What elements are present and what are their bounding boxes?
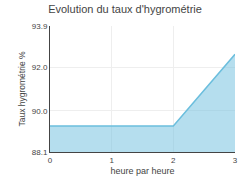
- svg-text:3: 3: [233, 156, 238, 165]
- svg-text:Taux hygrométrie %: Taux hygrométrie %: [17, 51, 27, 127]
- svg-text:heure par heure: heure par heure: [110, 166, 174, 176]
- svg-text:0: 0: [48, 156, 53, 165]
- svg-text:90.0: 90.0: [32, 107, 48, 116]
- svg-text:92.0: 92.0: [32, 63, 48, 72]
- svg-text:93.9: 93.9: [32, 22, 48, 31]
- svg-text:1: 1: [109, 156, 114, 165]
- svg-text:88.1: 88.1: [32, 148, 48, 157]
- svg-text:2: 2: [171, 156, 176, 165]
- svg-text:Evolution du taux d'hygrométri: Evolution du taux d'hygrométrie: [48, 3, 202, 15]
